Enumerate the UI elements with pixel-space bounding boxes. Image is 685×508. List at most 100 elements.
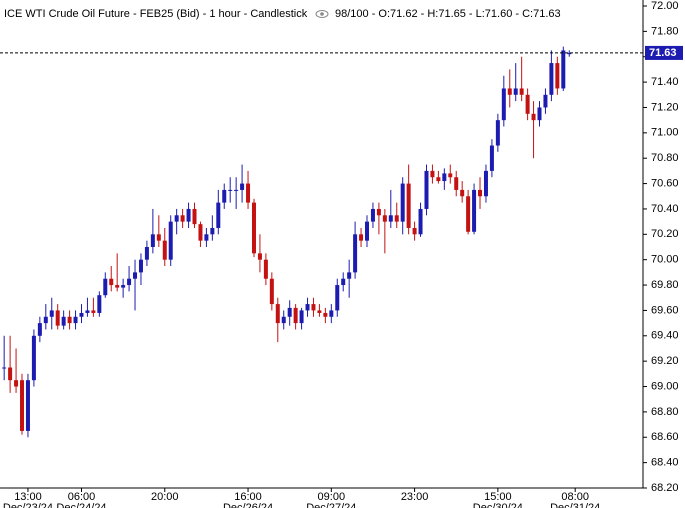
candle-body [472, 189, 477, 232]
candle-body [251, 202, 256, 254]
candle-body [293, 307, 298, 324]
y-tick-label: 70.60 [651, 177, 679, 189]
candle-body [43, 316, 48, 324]
y-tick-label: 69.80 [651, 279, 679, 291]
candle-body [257, 253, 262, 260]
y-tick-label: 70.80 [651, 152, 679, 164]
candle-body [263, 259, 268, 279]
candle-body [317, 310, 322, 313]
candle-body [275, 304, 280, 324]
candle-body [287, 307, 292, 317]
candle-body [67, 316, 72, 324]
candle-body [430, 170, 435, 178]
candle-body [174, 215, 179, 222]
candle-body [216, 202, 221, 228]
candle-body [359, 234, 364, 241]
eye-icon [315, 10, 329, 18]
candle-body [329, 310, 334, 317]
candle-body [394, 215, 399, 222]
candle-body [376, 208, 381, 216]
candle-body [382, 215, 387, 222]
candle-body [192, 208, 197, 225]
x-tick-label: 23:00 [401, 491, 429, 503]
candle-body [228, 189, 233, 191]
candle-body [246, 183, 251, 203]
candle-body [91, 310, 96, 313]
candle-body [448, 173, 453, 178]
candle-body [109, 278, 114, 286]
candle-body [20, 380, 25, 431]
candle-body [400, 183, 405, 222]
chart-subtitle: 98/100 - O:71.62 - H:71.65 - L:71.60 - C… [335, 8, 561, 20]
candle-body [495, 120, 500, 146]
candle-body [335, 285, 340, 311]
candle-body [133, 272, 138, 279]
candle-body [418, 208, 423, 235]
candle-body [365, 221, 370, 241]
x-date-label: Dec/31/24 [550, 502, 600, 508]
candle-body [531, 113, 536, 121]
candle-body [156, 234, 161, 241]
candle-body [234, 189, 239, 191]
candle-body [269, 278, 274, 305]
candle-body [561, 50, 566, 89]
x-tick-label: 06:00 [68, 491, 96, 503]
y-tick-label: 69.20 [651, 355, 679, 367]
candle-body [370, 208, 375, 222]
x-tick-label: 16:00 [234, 491, 262, 503]
candle-body [204, 234, 209, 241]
y-tick-label: 71.80 [651, 25, 679, 37]
candle-body [567, 52, 572, 55]
candle-body [2, 367, 7, 369]
candle-body [353, 234, 358, 273]
candle-body [478, 189, 483, 197]
candle-body [222, 189, 227, 203]
candle-body [549, 63, 554, 95]
x-date-label: Dec/24/24 [56, 502, 106, 508]
candle-body [442, 173, 447, 182]
y-tick-label: 71.00 [651, 127, 679, 139]
candle-body [507, 88, 512, 95]
candle-body [73, 316, 78, 324]
x-tick-label: 08:00 [561, 491, 589, 503]
y-tick-label: 68.20 [651, 482, 679, 494]
candle-body [49, 310, 54, 317]
candle-body [543, 94, 548, 108]
candle-body [210, 227, 215, 235]
candle-body [489, 145, 494, 171]
candle-body [460, 189, 465, 197]
candle-body [388, 215, 393, 222]
y-tick-label: 70.20 [651, 228, 679, 240]
candle-body [436, 177, 441, 182]
candle-body [8, 367, 13, 381]
candle-body [37, 323, 42, 336]
y-tick-label: 72.00 [651, 0, 679, 12]
candle-body [103, 278, 108, 296]
candle-body [150, 234, 155, 247]
x-tick-label: 13:00 [14, 491, 42, 503]
candle-body [180, 215, 185, 222]
candle-body [347, 272, 352, 279]
y-tick-label: 71.40 [651, 76, 679, 88]
candle-body [240, 183, 245, 190]
last-price-label: 71.63 [649, 47, 677, 59]
y-tick-label: 69.60 [651, 304, 679, 316]
candle-body [79, 312, 84, 317]
x-tick-label: 15:00 [484, 491, 512, 503]
x-date-label: Dec/27/24 [306, 502, 356, 508]
chart-title: ICE WTI Crude Oil Future - FEB25 (Bid) -… [4, 8, 308, 20]
candle-body [519, 88, 524, 95]
y-tick-label: 68.80 [651, 406, 679, 418]
candle-body [14, 380, 19, 387]
candle-body [454, 177, 459, 190]
candle-body [501, 88, 506, 121]
candle-body [305, 304, 310, 311]
candle-body [406, 183, 411, 228]
x-date-label: Dec/26/24 [223, 502, 273, 508]
candle-body [299, 310, 304, 324]
x-date-label: Dec/23/24 [3, 502, 53, 508]
candle-body [537, 107, 542, 121]
candle-body [121, 285, 126, 288]
